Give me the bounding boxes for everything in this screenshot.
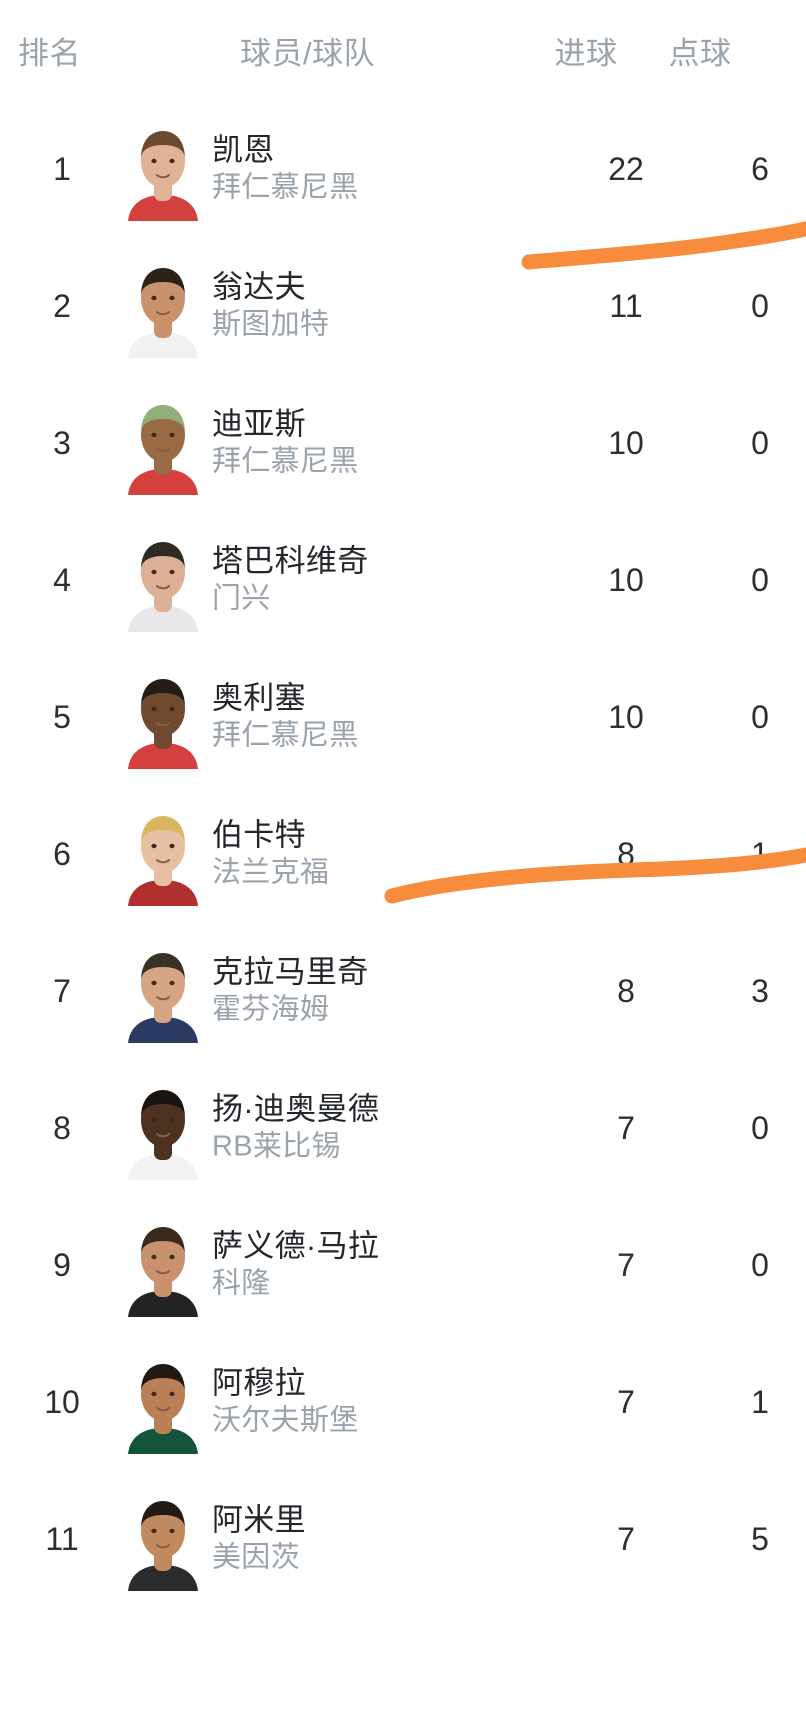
table-row[interactable]: 6 伯卡特 法兰克福 8 1 (0, 785, 806, 922)
row-rank: 1 (53, 150, 71, 187)
row-goals: 8 (617, 972, 635, 1009)
player-identity: 伯卡特 法兰克福 (212, 815, 522, 892)
row-rank: 6 (53, 835, 71, 872)
player-avatar (118, 1212, 208, 1317)
row-rank: 4 (53, 561, 71, 598)
row-rank: 2 (53, 287, 71, 324)
player-name: 阿米里 (212, 1502, 306, 1538)
player-name: 迪亚斯 (212, 406, 306, 442)
team-name: 沃尔夫斯堡 (212, 1404, 359, 1437)
column-header-penalties: 点球 (668, 35, 732, 71)
player-name: 凯恩 (212, 132, 275, 168)
table-row[interactable]: 4 塔巴科维奇 门兴 10 0 (0, 511, 806, 648)
player-name: 克拉马里奇 (212, 954, 369, 990)
table-row[interactable]: 3 迪亚斯 拜仁慕尼黑 10 0 (0, 374, 806, 511)
player-identity: 克拉马里奇 霍芬海姆 (212, 952, 522, 1029)
row-goals: 10 (608, 561, 644, 598)
table-row[interactable]: 8 扬·迪奥曼德 RB莱比锡 7 0 (0, 1059, 806, 1196)
row-penalties: 0 (751, 1246, 769, 1283)
team-name: 拜仁慕尼黑 (212, 171, 359, 204)
player-identity: 塔巴科维奇 门兴 (212, 541, 522, 618)
table-row[interactable]: 11 阿米里 美因茨 7 5 (0, 1470, 806, 1607)
row-goals: 7 (617, 1109, 635, 1146)
row-penalties: 0 (751, 1109, 769, 1146)
team-name: 拜仁慕尼黑 (212, 719, 359, 752)
team-name: 门兴 (212, 582, 271, 615)
row-penalties: 6 (751, 150, 769, 187)
team-name: 拜仁慕尼黑 (212, 445, 359, 478)
player-identity: 奥利塞 拜仁慕尼黑 (212, 678, 522, 755)
table-row[interactable]: 7 克拉马里奇 霍芬海姆 8 3 (0, 922, 806, 1059)
row-rank: 5 (53, 698, 71, 735)
team-name: RB莱比锡 (212, 1130, 341, 1163)
row-penalties: 0 (751, 287, 769, 324)
player-avatar (118, 664, 208, 769)
player-identity: 扬·迪奥曼德 RB莱比锡 (212, 1089, 522, 1166)
table-row[interactable]: 5 奥利塞 拜仁慕尼黑 10 0 (0, 648, 806, 785)
row-penalties: 0 (751, 424, 769, 461)
player-name: 阿穆拉 (212, 1365, 306, 1401)
row-rank: 9 (53, 1246, 71, 1283)
table-row[interactable]: 10 阿穆拉 沃尔夫斯堡 7 1 (0, 1333, 806, 1470)
row-goals: 7 (617, 1520, 635, 1557)
team-name: 法兰克福 (212, 856, 330, 889)
player-avatar (118, 801, 208, 906)
player-name: 萨义德·马拉 (212, 1228, 380, 1264)
team-name: 霍芬海姆 (212, 993, 330, 1026)
table-row[interactable]: 9 萨义德·马拉 科隆 7 0 (0, 1196, 806, 1333)
player-identity: 翁达夫 斯图加特 (212, 267, 522, 344)
row-penalties: 3 (751, 972, 769, 1009)
team-name: 美因茨 (212, 1541, 300, 1574)
player-identity: 阿穆拉 沃尔夫斯堡 (212, 1363, 522, 1440)
row-rank: 8 (53, 1109, 71, 1146)
row-penalties: 5 (751, 1520, 769, 1557)
player-name: 奥利塞 (212, 680, 306, 716)
column-header-player: 球员/球队 (240, 35, 376, 71)
row-goals: 8 (617, 835, 635, 872)
player-identity: 凯恩 拜仁慕尼黑 (212, 130, 522, 207)
row-goals: 7 (617, 1246, 635, 1283)
row-rank: 7 (53, 972, 71, 1009)
row-rank: 3 (53, 424, 71, 461)
table-row[interactable]: 1 凯恩 拜仁慕尼黑 22 6 (0, 100, 806, 237)
player-identity: 萨义德·马拉 科隆 (212, 1226, 522, 1303)
row-goals: 22 (608, 150, 644, 187)
player-identity: 迪亚斯 拜仁慕尼黑 (212, 404, 522, 481)
row-penalties: 1 (751, 1383, 769, 1420)
row-rank: 10 (44, 1383, 80, 1420)
player-avatar (118, 1349, 208, 1454)
player-avatar (118, 1486, 208, 1591)
row-goals: 7 (617, 1383, 635, 1420)
player-name: 塔巴科维奇 (212, 543, 369, 579)
player-avatar (118, 253, 208, 358)
player-name: 翁达夫 (212, 269, 306, 305)
player-avatar (118, 390, 208, 495)
column-header-rank: 排名 (18, 35, 81, 71)
player-identity: 阿米里 美因茨 (212, 1500, 522, 1577)
row-goals: 11 (609, 287, 643, 324)
team-name: 斯图加特 (212, 308, 330, 341)
table-row[interactable]: 2 翁达夫 斯图加特 11 0 (0, 237, 806, 374)
player-avatar (118, 527, 208, 632)
player-avatar (118, 1075, 208, 1180)
row-rank: 11 (45, 1520, 79, 1557)
row-penalties: 0 (751, 561, 769, 598)
player-name: 伯卡特 (212, 817, 306, 853)
player-avatar (118, 938, 208, 1043)
row-penalties: 0 (751, 698, 769, 735)
row-goals: 10 (608, 424, 644, 461)
column-header-goals: 进球 (554, 35, 618, 71)
player-avatar (118, 116, 208, 221)
team-name: 科隆 (212, 1267, 271, 1300)
player-name: 扬·迪奥曼德 (212, 1091, 380, 1127)
row-goals: 10 (608, 698, 644, 735)
table-header: 排名 球员/球队 进球 点球 (0, 0, 806, 100)
row-penalties: 1 (751, 835, 769, 872)
